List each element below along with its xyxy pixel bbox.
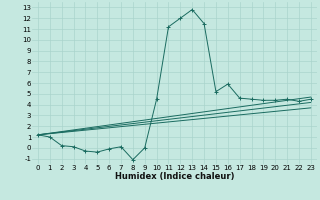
- X-axis label: Humidex (Indice chaleur): Humidex (Indice chaleur): [115, 172, 234, 181]
